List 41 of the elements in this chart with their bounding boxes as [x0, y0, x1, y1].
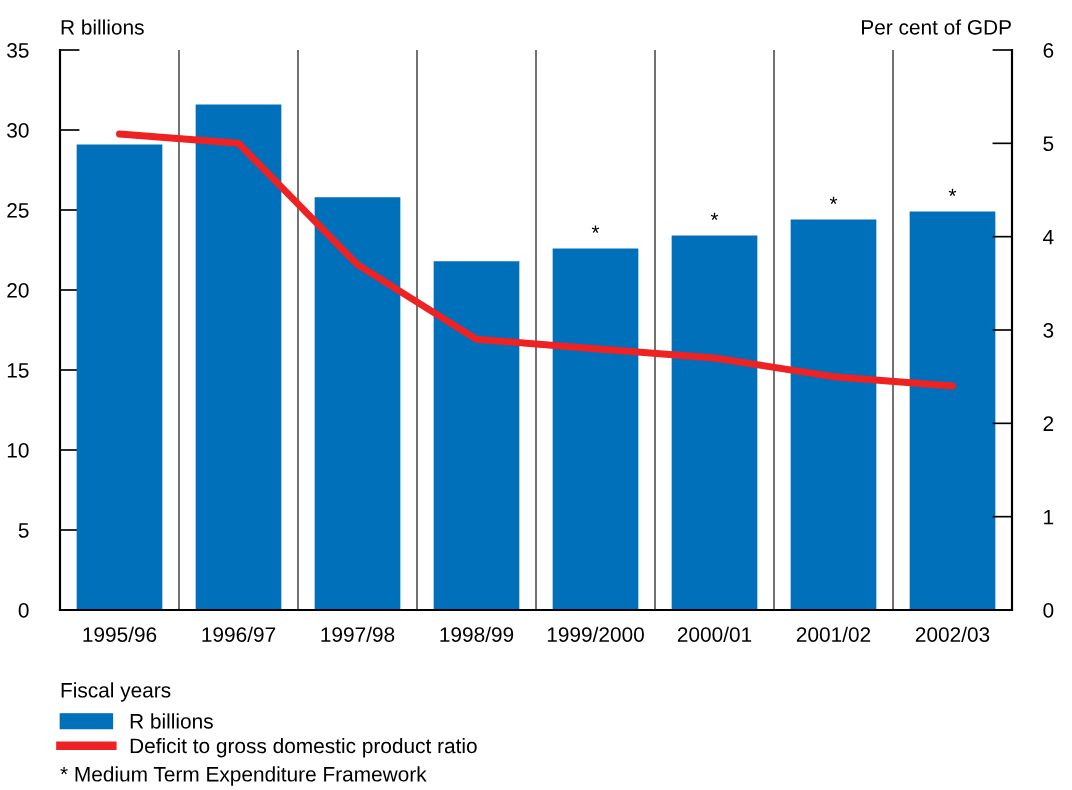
y2-tick-label: 5 — [1043, 136, 1054, 152]
text: * Medium Term Expenditure Framework — [60, 766, 427, 786]
y-tick-label: 25 — [7, 203, 29, 218]
bar — [790, 219, 877, 610]
x-tick-label: 2001/02 — [796, 626, 871, 642]
y2-tick-label: 1 — [1044, 509, 1054, 525]
bar — [195, 104, 282, 610]
y-tick-label: 0 — [18, 603, 29, 618]
y-tick-label: 10 — [7, 443, 29, 458]
y2-tick-label: 3 — [1043, 323, 1054, 338]
y2-tick-label: 2 — [1043, 416, 1054, 431]
y2-tick-label: 0 — [1043, 603, 1054, 618]
legend-label: R billions — [130, 713, 213, 729]
legend-label: Deficit to gross domestic product ratio — [130, 737, 477, 758]
y-tick-label: 20 — [7, 283, 29, 298]
y-axis-title: R billions — [61, 19, 144, 35]
x-tick-label: 2000/01 — [677, 626, 752, 642]
y2-tick-label: 4 — [1043, 229, 1054, 245]
y-tick-label: 15 — [7, 363, 29, 378]
x-tick-label: 1997/98 — [321, 626, 395, 642]
annotation: * — [829, 196, 838, 205]
y-tick-label: 30 — [7, 123, 29, 138]
bar — [909, 211, 996, 610]
x-tick-label: 1995/96 — [83, 626, 157, 642]
bar — [552, 248, 639, 610]
y2-tick-label: 6 — [1043, 43, 1054, 58]
y2-axis-title: Per cent of GDP — [862, 19, 1011, 35]
x-axis-title: Fiscal years — [61, 682, 171, 702]
annotation: * — [591, 225, 600, 233]
x-tick-label: 1999/2000 — [547, 626, 644, 642]
bar — [314, 197, 401, 610]
x-tick-label: 2002/03 — [915, 626, 990, 642]
y-tick-label: 35 — [7, 43, 29, 58]
y-tick-label: 5 — [18, 523, 29, 538]
bar — [433, 261, 520, 610]
x-tick-label: 1998/99 — [440, 626, 514, 642]
annotation: * — [710, 212, 719, 221]
bar — [671, 235, 758, 610]
annotation: * — [948, 188, 957, 197]
x-tick-label: 1996/97 — [202, 626, 276, 642]
bar — [76, 144, 163, 610]
